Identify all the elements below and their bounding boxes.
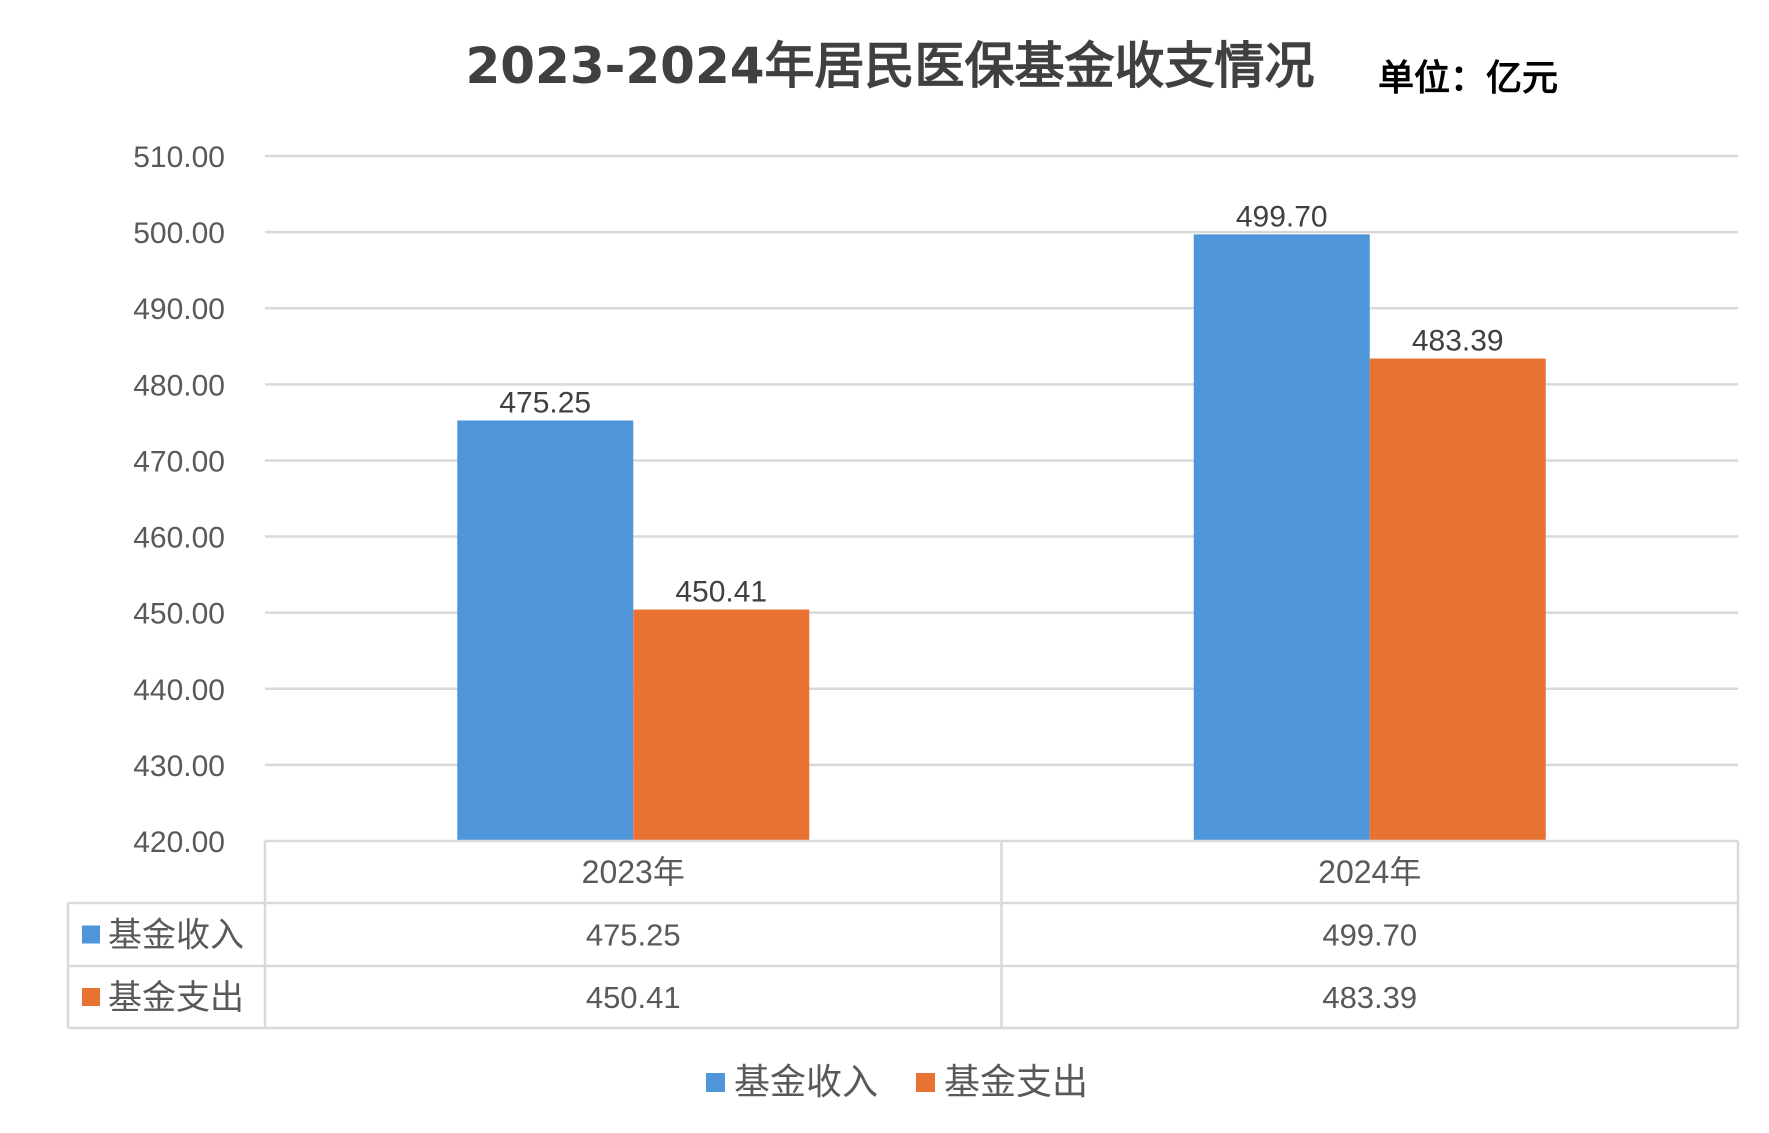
table-cell-value: 475.25	[586, 918, 681, 953]
legend-entry: 基金收入	[734, 1061, 878, 1102]
y-axis-tick-labels: 420.00 430.00 440.00 450.00 460.00 470.00 480.…	[133, 141, 225, 859]
y-tick-label: 430.00	[133, 750, 225, 783]
data-label: 499.70	[1236, 200, 1328, 233]
data-label: 483.39	[1412, 325, 1504, 358]
table-series-name: 基金收入	[108, 917, 244, 955]
legend: 基金收入 基金支出	[706, 1061, 1088, 1102]
y-tick-label: 500.00	[133, 217, 225, 250]
legend-swatch	[916, 1073, 935, 1092]
bars	[457, 234, 1546, 842]
bar	[633, 609, 810, 841]
x-category-label: 2024年	[1318, 854, 1421, 890]
y-tick-label: 450.00	[133, 598, 225, 631]
legend-entry: 基金支出	[944, 1061, 1088, 1102]
y-tick-label: 510.00	[133, 141, 225, 174]
table-legend-key	[82, 988, 100, 1006]
y-tick-label: 470.00	[133, 445, 225, 478]
y-tick-label: 480.00	[133, 369, 225, 402]
table-legend-key	[82, 925, 100, 944]
legend-swatch	[706, 1073, 725, 1092]
table-cell-value: 499.70	[1322, 918, 1417, 953]
y-tick-label: 420.00	[133, 826, 225, 859]
bar	[457, 420, 634, 841]
table-cell-value: 483.39	[1322, 980, 1417, 1015]
unit-label: 单位：亿元	[1378, 58, 1558, 99]
y-tick-label: 440.00	[133, 674, 225, 707]
y-tick-label: 490.00	[133, 293, 225, 326]
data-label: 475.25	[499, 386, 591, 419]
data-label: 450.41	[675, 576, 767, 609]
chart-title: 2023-2024年居民医保基金收支情况	[465, 37, 1314, 95]
bar	[1193, 234, 1370, 842]
y-tick-label: 460.00	[133, 522, 225, 555]
bar	[1369, 358, 1546, 841]
table-series-name: 基金支出	[108, 979, 244, 1017]
data-labels: 475.25 450.41 499.70 483.39	[499, 200, 1503, 608]
table-cell-value: 450.41	[586, 980, 681, 1015]
x-category-label: 2023年	[582, 854, 685, 890]
